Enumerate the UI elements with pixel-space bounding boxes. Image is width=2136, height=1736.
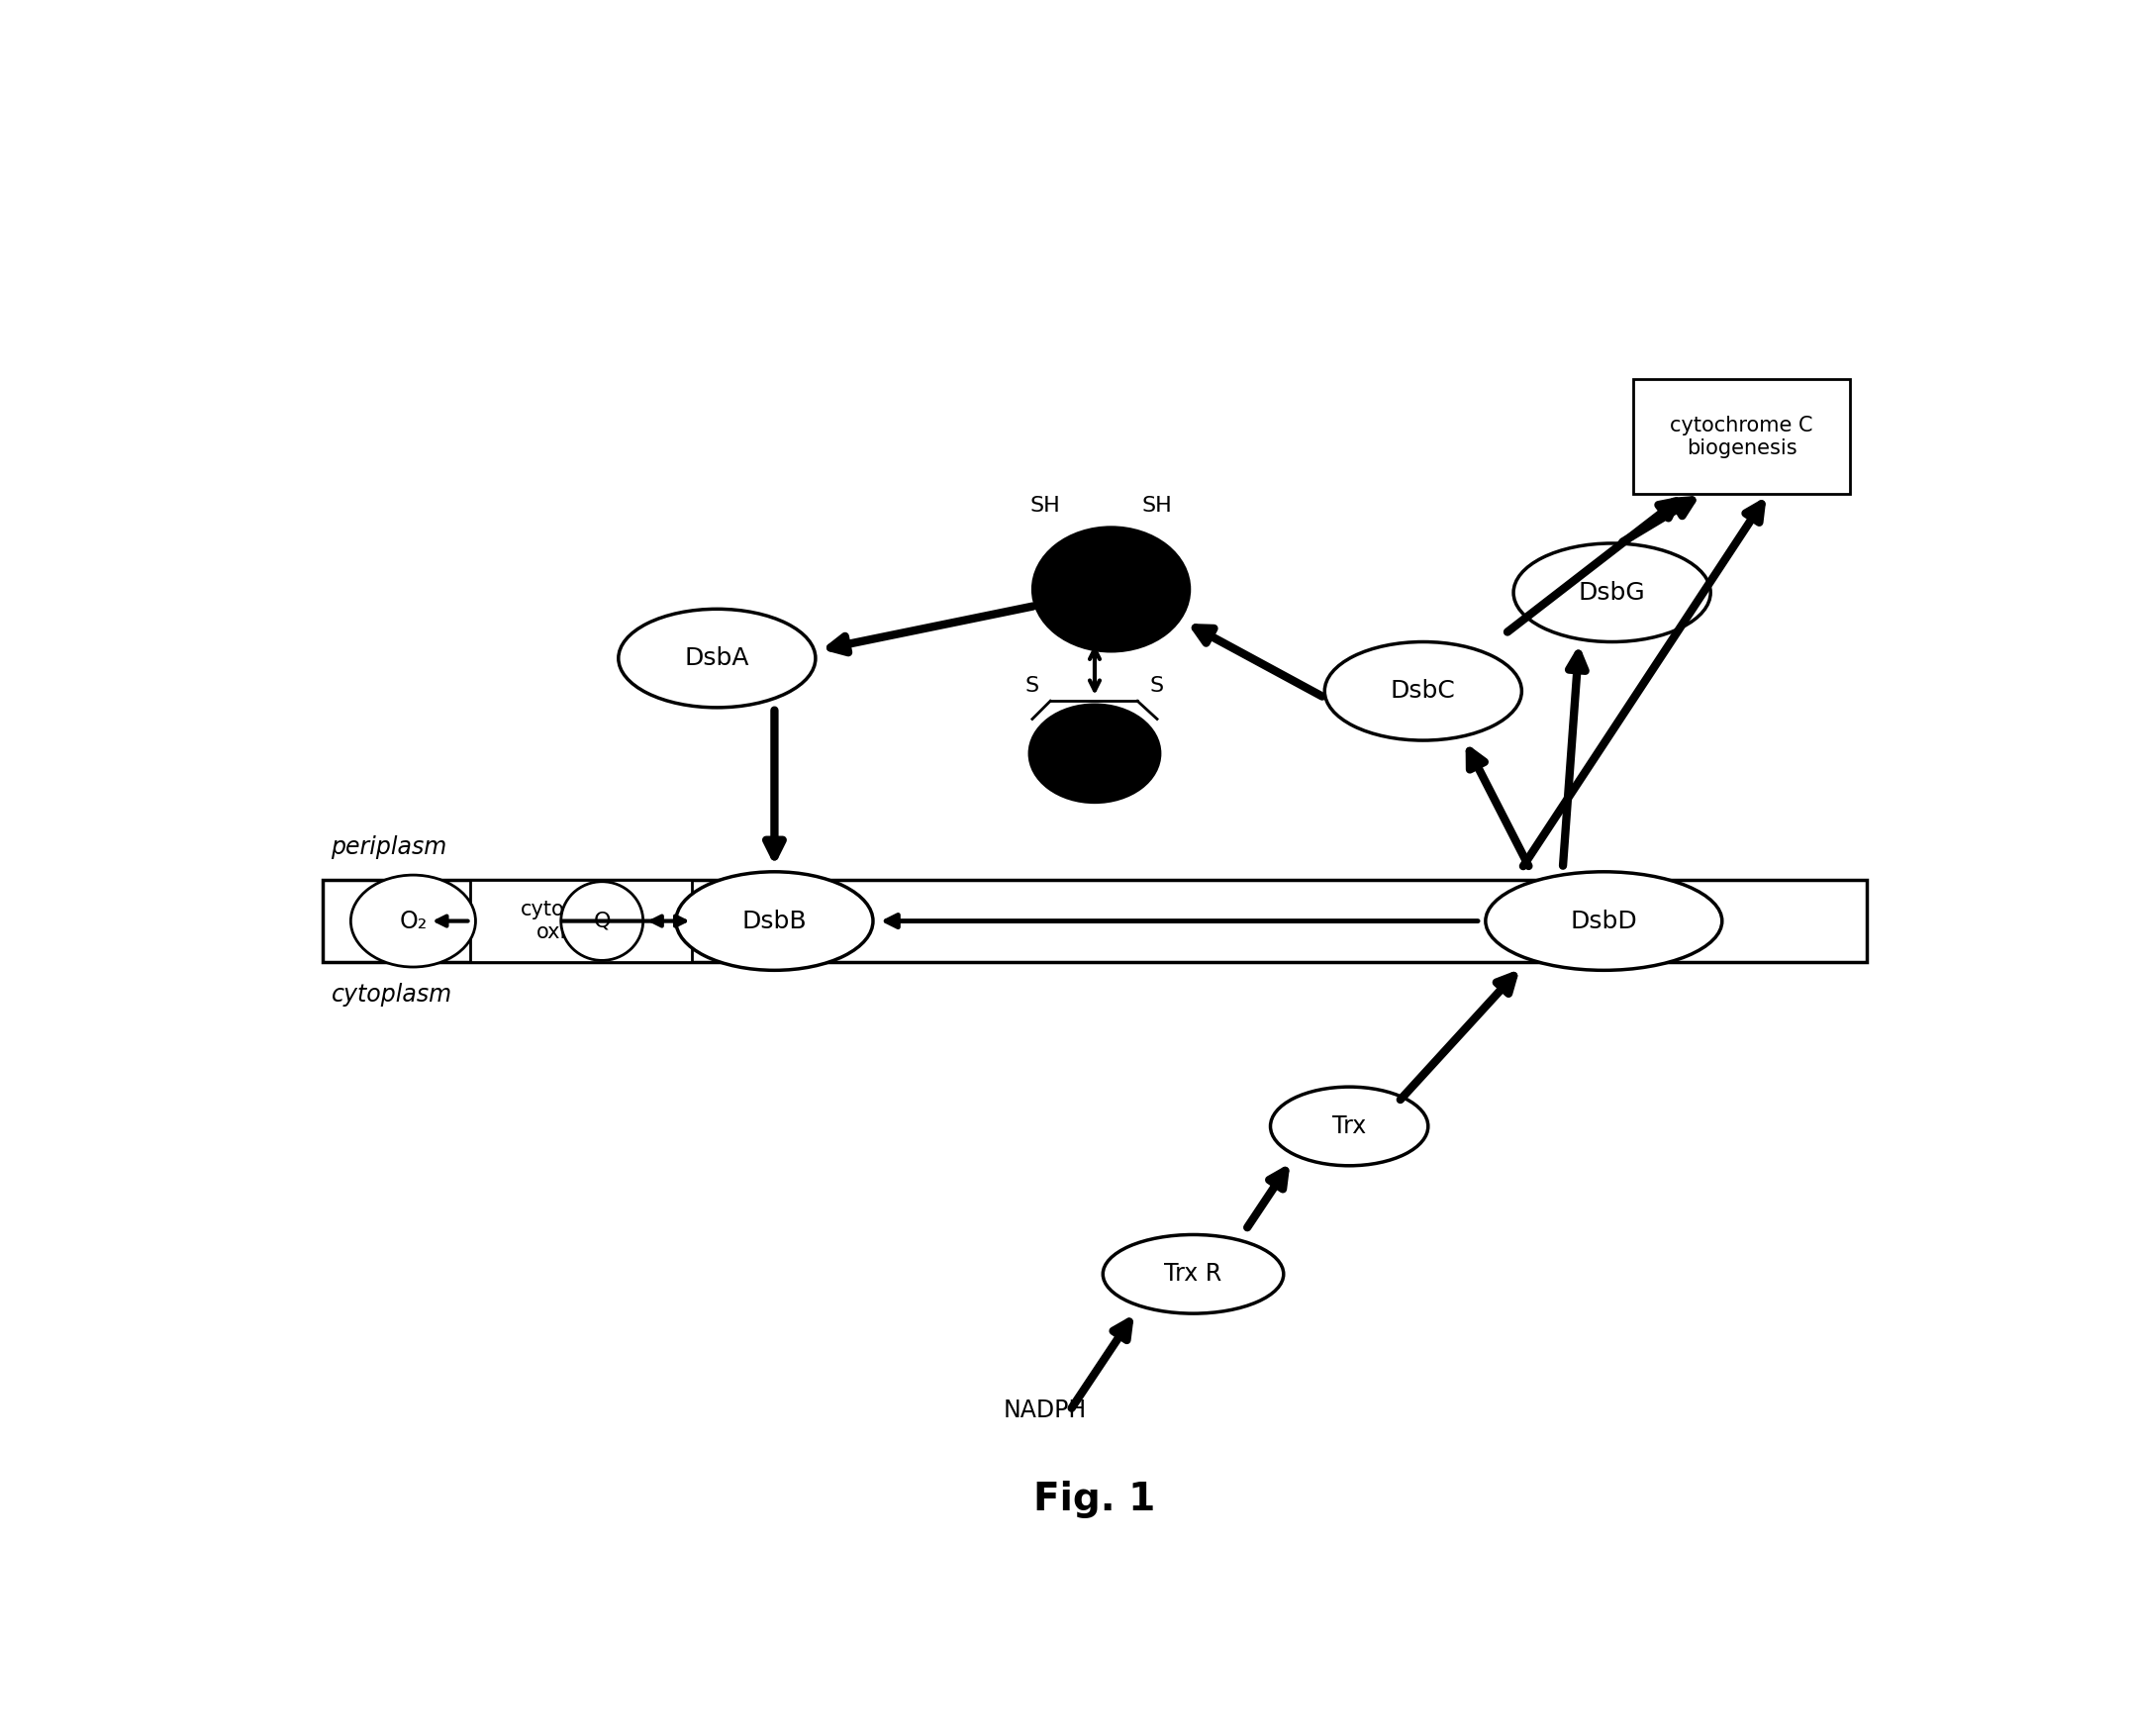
Bar [470,880,692,962]
Text: Trx: Trx [1333,1115,1367,1139]
Text: DsbA: DsbA [684,646,750,670]
Ellipse shape [1324,642,1521,740]
Text: S: S [1149,677,1164,696]
Bar [323,880,1867,962]
Text: SH: SH [1143,495,1173,516]
Text: Fig. 1: Fig. 1 [1034,1481,1156,1517]
Text: DsbB: DsbB [741,910,807,932]
Ellipse shape [1485,871,1722,970]
Ellipse shape [350,875,476,967]
Text: periplasm: periplasm [331,835,446,859]
Text: DsbD: DsbD [1570,910,1638,932]
Ellipse shape [675,871,874,970]
Text: S: S [1025,677,1040,696]
Text: cytochrome
oxidases: cytochrome oxidases [521,899,643,943]
Bar [1634,378,1850,495]
Ellipse shape [1032,528,1190,651]
Text: cytoplasm: cytoplasm [331,983,453,1007]
Ellipse shape [1102,1234,1284,1314]
Ellipse shape [1030,705,1160,802]
Text: DsbC: DsbC [1391,679,1457,703]
Text: DsbG: DsbG [1579,582,1645,604]
Text: cytochrome C
biogenesis: cytochrome C biogenesis [1670,415,1813,458]
Ellipse shape [619,609,816,708]
Ellipse shape [1271,1087,1429,1165]
Text: Trx R: Trx R [1164,1262,1222,1286]
Text: SH: SH [1030,495,1062,516]
Text: NADPH: NADPH [1004,1399,1087,1422]
Text: Q: Q [594,911,611,930]
Ellipse shape [562,882,643,960]
Text: O₂: O₂ [399,910,427,932]
Ellipse shape [1514,543,1711,642]
